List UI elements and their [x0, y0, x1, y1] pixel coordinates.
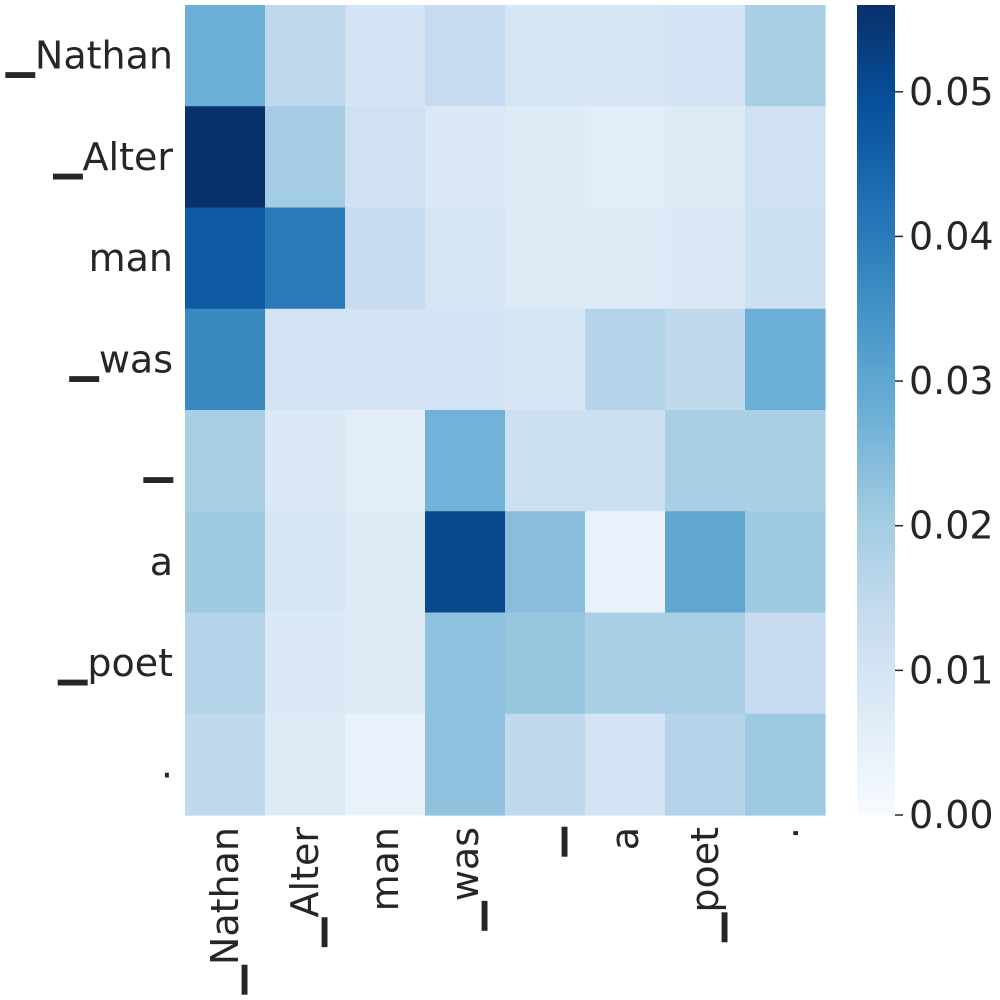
colorbar-ticks: 0.00 0.01 0.02 0.03 0.04 0.05: [895, 70, 994, 837]
heatmap-cell: [505, 5, 586, 107]
heatmap-cell: [585, 511, 666, 614]
heatmap-cell: [265, 713, 346, 816]
colorbar-tick-label: 0.02: [909, 504, 994, 548]
heatmap-cell: [665, 106, 746, 209]
heatmap-cell: [665, 511, 746, 614]
heatmap-cell: [585, 713, 666, 816]
heatmap-cell: [265, 5, 346, 107]
heatmap-cell: [185, 511, 266, 614]
row-tick-label: ▁Alter: [52, 135, 173, 180]
heatmap-cell: [345, 5, 426, 107]
heatmap-cell: [505, 511, 586, 614]
column-tick-label: ▁: [523, 826, 568, 857]
row-tick-labels: ▁Nathan ▁Alter man ▁was ▁ a ▁poet.: [5, 34, 174, 787]
heatmap-cell: [345, 207, 426, 310]
heatmap-cell: [585, 5, 666, 107]
colorbar: [857, 5, 895, 815]
heatmap-cell: [665, 308, 746, 411]
heatmap-cell: [185, 612, 266, 715]
heatmap-cell: [665, 207, 746, 310]
heatmap-cell: [345, 612, 426, 715]
heatmap-cell: [505, 713, 586, 816]
heatmap-cell: [505, 106, 586, 209]
heatmap-cell: [185, 713, 266, 816]
heatmap-cell: [185, 207, 266, 310]
heatmap-cell: [745, 511, 826, 614]
heatmap-cell: [265, 511, 346, 614]
heatmap-cell: [745, 207, 826, 310]
column-tick-label: ▁Alter: [283, 827, 328, 948]
heatmap-cell: [345, 511, 426, 614]
column-tick-label: a: [603, 827, 647, 850]
heatmap-cell: [345, 106, 426, 209]
heatmap-cell: [745, 713, 826, 816]
heatmap-cell: [505, 308, 586, 411]
heatmap-cell: [585, 207, 666, 310]
heatmap-cell: [665, 713, 746, 816]
heatmap-cells: [185, 5, 826, 816]
column-tick-label: man: [363, 827, 407, 911]
heatmap-cell: [585, 308, 666, 411]
heatmap-cell: [345, 308, 426, 411]
heatmap-cell: [185, 410, 266, 512]
column-tick-label: ▁poet: [683, 827, 728, 943]
heatmap-cell: [265, 308, 346, 411]
column-tick-label: ▁was: [443, 827, 488, 931]
heatmap-cell: [425, 106, 506, 209]
colorbar-tick-label: 0.00: [909, 793, 994, 837]
colorbar-tick-label: 0.03: [909, 359, 994, 403]
heatmap-cell: [185, 5, 266, 107]
heatmap-cell: [185, 106, 266, 209]
heatmap-cell: [745, 612, 826, 715]
heatmap-cell: [505, 612, 586, 715]
row-tick-label: ▁poet: [57, 641, 173, 686]
row-tick-label: .: [161, 742, 173, 786]
heatmap-cell: [265, 106, 346, 209]
row-tick-label: a: [150, 540, 173, 584]
heatmap-cell: [665, 612, 746, 715]
heatmap-cell: [265, 410, 346, 512]
heatmap-cell: [665, 410, 746, 512]
heatmap-cell: [425, 308, 506, 411]
heatmap-cell: [425, 5, 506, 107]
colorbar-tick-label: 0.01: [909, 648, 994, 692]
row-tick-label: ▁was: [69, 337, 173, 382]
heatmap-cell: [425, 410, 506, 512]
row-tick-label: ▁: [143, 439, 174, 484]
heatmap-cell: [425, 713, 506, 816]
heatmap-cell: [265, 612, 346, 715]
heatmap-cell: [585, 612, 666, 715]
row-tick-label: ▁Nathan: [5, 34, 173, 79]
heatmap-cell: [745, 410, 826, 512]
column-tick-label: .: [763, 827, 807, 839]
heatmap-cell: [585, 410, 666, 512]
heatmap-cell: [425, 207, 506, 310]
heatmap-cell: [745, 308, 826, 411]
heatmap-cell: [265, 207, 346, 310]
heatmap-cell: [505, 410, 586, 512]
heatmap-cell: [745, 106, 826, 209]
heatmap-cell: [425, 511, 506, 614]
heatmap-cell: [585, 106, 666, 209]
heatmap-cell: [345, 410, 426, 512]
heatmap-cell: [185, 308, 266, 411]
row-tick-label: man: [89, 236, 173, 280]
heatmap-cell: [345, 713, 426, 816]
colorbar-tick-label: 0.04: [909, 214, 994, 258]
column-tick-label: ▁Nathan: [203, 827, 248, 995]
heatmap-cell: [505, 207, 586, 310]
heatmap-cell: [665, 5, 746, 107]
heatmap-cell: [425, 612, 506, 715]
column-tick-labels: ▁Nathan ▁Alter man ▁was ▁ a ▁poet.: [203, 826, 807, 995]
colorbar-tick-label: 0.05: [909, 70, 994, 114]
heatmap-cell: [745, 5, 826, 107]
